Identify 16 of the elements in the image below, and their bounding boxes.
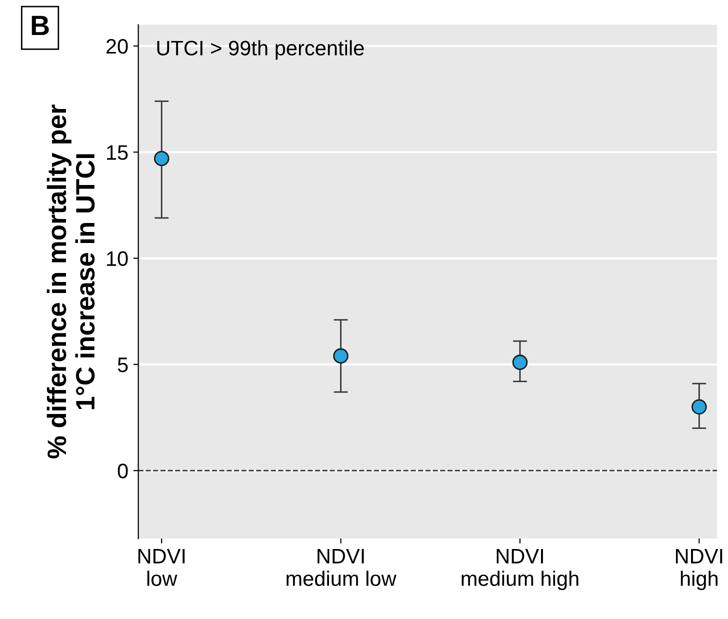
annotation: UTCI > 99th percentile [157, 40, 364, 60]
y-tick-label: 5 [118, 358, 128, 372]
y-tick-label: 10 [107, 251, 128, 266]
point [512, 354, 528, 370]
x-tick-label: NDVI medium high [462, 549, 578, 590]
x-tick-label: NDVI high [676, 549, 722, 590]
point [692, 399, 707, 415]
x-tick-label: NDVI medium low [286, 549, 396, 586]
y-tick-label: 20 [106, 38, 128, 54]
y-tick-label: 0 [118, 464, 128, 478]
y-tick-label: 15 [107, 145, 128, 160]
y-axis-title: % difference in mortality per 1°C increase in UTCI [46, 104, 95, 458]
text: B [32, 16, 49, 36]
point [333, 348, 348, 364]
x-tick-label: NDVI low [138, 549, 185, 586]
point [154, 150, 170, 166]
